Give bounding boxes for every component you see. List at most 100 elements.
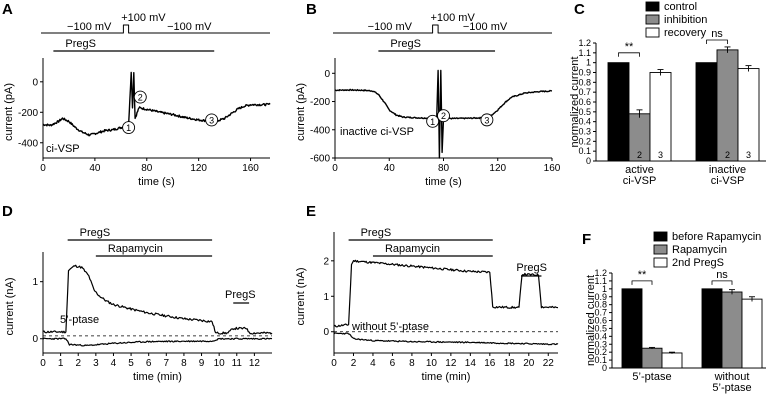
trace-marker [437, 109, 450, 123]
trace-marker-label: 1 [126, 123, 131, 133]
y-tick-label: 0.6 [594, 316, 607, 326]
trace-annotation: 5’-ptase [60, 314, 99, 326]
x-tick-label: 2 [351, 358, 357, 369]
legend-entry: inhibition [664, 14, 707, 26]
y-tick-label: -400 [310, 125, 330, 136]
drug-rapamycin-label: Rapamycin [108, 243, 163, 255]
x-axis-label: time (s) [138, 176, 175, 188]
bar [737, 68, 760, 162]
y-axis-label: current (nA) [295, 267, 307, 325]
y-axis-label: current (nA) [4, 277, 16, 335]
x-tick-label: 12 [249, 358, 261, 369]
protocol-label-pulse: +100 mV [121, 12, 166, 24]
protocol-label-pulse: +100 mV [430, 12, 475, 24]
x-tick-label: 10 [214, 358, 226, 369]
y-tick-label: 0.9 [578, 68, 591, 78]
legend-entry: Rapamycin [672, 244, 727, 256]
bar-number: 1 [616, 150, 621, 160]
x-axis-label: time (s) [425, 176, 462, 188]
y-tick-label: 0.5 [594, 323, 607, 333]
y-tick-label: 0.3 [594, 339, 607, 349]
bar [716, 49, 739, 162]
panel-letter-D: D [2, 203, 13, 220]
y-tick-label: 1.1 [578, 48, 591, 58]
significance-label: ns [711, 28, 723, 40]
x-tick-label: 80 [438, 163, 450, 174]
bar [649, 72, 672, 162]
trace-marker-label: 2 [138, 93, 143, 103]
legend-swatch [645, 1, 660, 12]
legend-swatch [645, 27, 660, 38]
bar-number: 2 [637, 150, 642, 160]
bar [661, 352, 683, 369]
x-tick-label: 12 [445, 358, 457, 369]
x-tick-label: 0 [332, 163, 338, 174]
panel-letter-C: C [574, 1, 585, 18]
legend-entry: before Rapamycin [672, 231, 761, 243]
y-tick-label: 0 [324, 69, 330, 80]
x-tick-label: 14 [465, 358, 477, 369]
y-tick-label: 1.1 [594, 276, 607, 286]
x-tick-label: 8 [409, 358, 415, 369]
x-tick-label: 0 [40, 163, 46, 174]
x-tick-label: 160 [242, 163, 259, 174]
x-tick-label: 9 [199, 358, 205, 369]
y-tick-label: 0 [602, 363, 607, 373]
trace-marker [205, 113, 219, 127]
bar [721, 291, 743, 369]
trace-marker-label: 3 [484, 115, 489, 125]
y-tick-label: 0.2 [578, 136, 591, 146]
y-tick-label: 0.8 [594, 300, 607, 310]
y-axis-label: normalized current [585, 275, 597, 366]
trace-marker [133, 90, 147, 104]
y-tick-label: 0 [32, 77, 38, 88]
trace-marker-label: 3 [209, 115, 214, 125]
significance-bracket [631, 280, 653, 285]
legend-swatch [653, 244, 668, 255]
x-tick-label: 80 [141, 163, 153, 174]
significance-label: ** [638, 269, 647, 281]
x-tick-label: 160 [544, 163, 561, 174]
bar-number: 1 [704, 150, 709, 160]
current-trace-top [333, 259, 559, 328]
drug-pregs-2-label: PregS [225, 289, 256, 301]
y-tick-label: 0 [32, 334, 38, 345]
panel-letter-B: B [306, 1, 317, 18]
protocol-label-after: −100 mV [463, 21, 508, 33]
y-tick-label: 0.9 [594, 292, 607, 302]
drug-pregs-2-label: PregS [516, 262, 547, 274]
drug-pregs-label: PregS [361, 227, 392, 239]
trace-marker [122, 121, 136, 134]
y-axis-label: current (pA) [3, 83, 15, 141]
drug-rapamycin-label: Rapamycin [385, 243, 440, 255]
group-label: ci-VSP [623, 175, 657, 187]
current-trace-bottom [42, 337, 273, 347]
y-tick-label: 1 [586, 58, 591, 68]
y-axis-label: current (pA) [295, 83, 307, 141]
significance-bracket [618, 52, 640, 57]
y-tick-label: 1.2 [594, 268, 607, 278]
y-tick-label: 0.8 [578, 77, 591, 87]
group-label: active [625, 164, 654, 176]
legend-swatch [645, 14, 660, 25]
y-tick-label: 0 [586, 156, 591, 166]
trace-annotation: ci-VSP [46, 143, 80, 155]
voltage-protocol [333, 24, 552, 34]
x-tick-label: 6 [146, 358, 152, 369]
panel-letter-E: E [306, 203, 316, 220]
group-label: ci-VSP [711, 175, 745, 187]
legend-entry: control [664, 1, 697, 13]
trace-annotation: inactive ci-VSP [340, 126, 414, 138]
y-tick-label: 0.3 [578, 127, 591, 137]
y-tick-label: -600 [310, 154, 330, 165]
x-tick-label: 120 [190, 163, 207, 174]
y-tick-label: 0.5 [578, 107, 591, 117]
y-tick-label: 1 [32, 277, 38, 288]
x-tick-label: 0 [40, 358, 46, 369]
x-tick-label: 8 [181, 358, 187, 369]
y-tick-label: 0.1 [594, 355, 607, 365]
x-tick-label: 4 [370, 358, 376, 369]
group-label: inactive [709, 164, 746, 176]
y-tick-label: 0.7 [578, 87, 591, 97]
